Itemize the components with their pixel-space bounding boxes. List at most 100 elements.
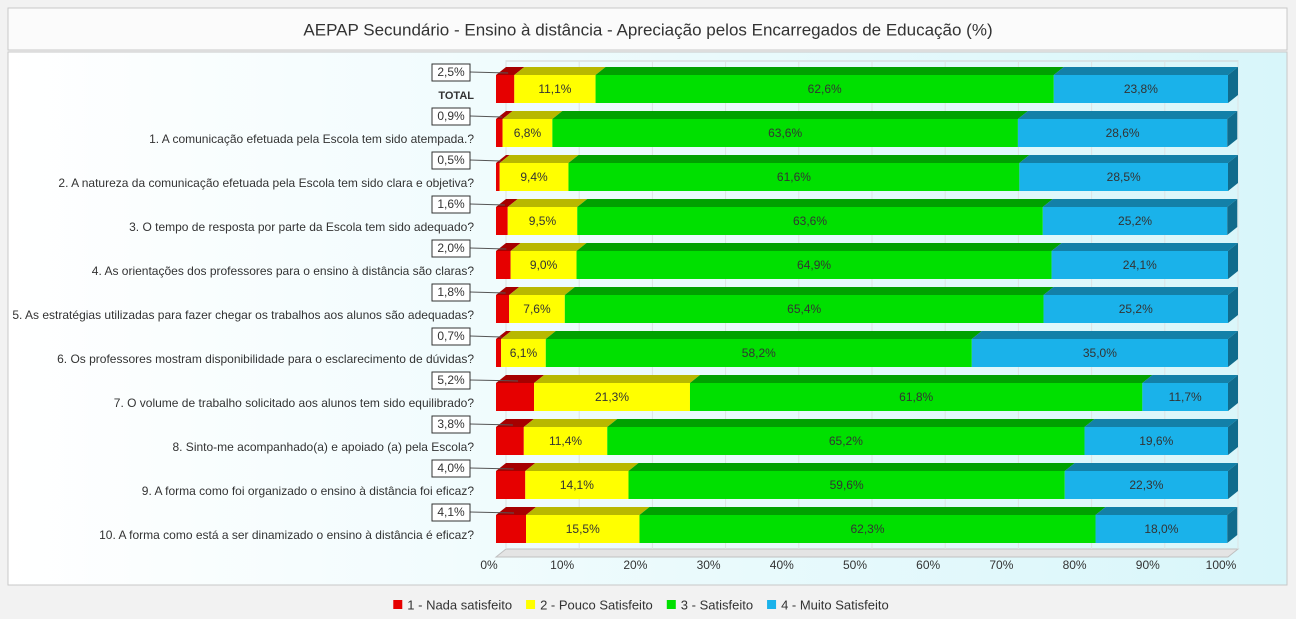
bar bbox=[496, 119, 503, 147]
bar-side bbox=[1228, 155, 1238, 191]
bar-top bbox=[1019, 155, 1238, 163]
legend-swatch bbox=[767, 600, 777, 609]
data-label: 25,2% bbox=[1119, 302, 1153, 316]
bar bbox=[496, 471, 526, 499]
data-label: 9,0% bbox=[530, 258, 558, 272]
bar bbox=[534, 383, 690, 411]
bar bbox=[501, 339, 546, 367]
data-label: 4,0% bbox=[437, 461, 465, 475]
data-label: 11,4% bbox=[549, 434, 582, 448]
data-label: 63,6% bbox=[768, 126, 802, 140]
data-label: 15,5% bbox=[566, 522, 600, 536]
data-label: 2,5% bbox=[437, 65, 465, 79]
bar bbox=[1019, 163, 1228, 191]
data-label: 59,6% bbox=[830, 478, 864, 492]
x-tick-label: 100% bbox=[1206, 558, 1237, 572]
bar-top bbox=[568, 155, 1030, 163]
data-label: 2,0% bbox=[437, 241, 465, 255]
leader-line bbox=[469, 291, 506, 294]
bar-side bbox=[1228, 463, 1238, 499]
data-label: 0,7% bbox=[437, 329, 465, 343]
bar-top bbox=[1051, 243, 1238, 251]
data-label: 7,6% bbox=[523, 302, 551, 316]
bar bbox=[545, 339, 972, 367]
bar-top bbox=[628, 463, 1075, 471]
category-label: 10. A forma como está a ser dinamizado o… bbox=[99, 528, 474, 542]
data-label: 19,6% bbox=[1139, 434, 1173, 448]
title-bar bbox=[7, 7, 1288, 51]
leader-line bbox=[469, 247, 507, 250]
data-label: 64,9% bbox=[797, 258, 831, 272]
bar-top bbox=[526, 507, 650, 515]
data-label: 9,4% bbox=[520, 170, 548, 184]
label-box bbox=[431, 459, 471, 478]
bar-top bbox=[576, 243, 1062, 251]
category-label: 8. Sinto-me acompanhado(a) e apoiado (a)… bbox=[172, 440, 474, 454]
data-label: 22,3% bbox=[1129, 478, 1163, 492]
category-label: 1. A comunicação efetuada pela Escola te… bbox=[149, 132, 474, 146]
bar-top bbox=[502, 111, 563, 119]
x-tick-label: 40% bbox=[770, 558, 794, 572]
bar bbox=[523, 427, 608, 455]
bar bbox=[496, 427, 524, 455]
bar bbox=[1043, 295, 1228, 323]
bar-side bbox=[1228, 287, 1238, 323]
bar-top bbox=[507, 199, 588, 207]
category-label: 7. O volume de trabalho solicitado aos a… bbox=[114, 396, 475, 410]
bar bbox=[499, 163, 569, 191]
bar bbox=[628, 471, 1065, 499]
label-box bbox=[431, 107, 471, 126]
bar bbox=[689, 383, 1143, 411]
bar-top bbox=[577, 199, 1053, 207]
data-label: 0,9% bbox=[437, 109, 465, 123]
data-label: 21,3% bbox=[595, 390, 629, 404]
bar-top bbox=[1095, 507, 1238, 515]
bar-top bbox=[523, 419, 618, 427]
data-label: 24,1% bbox=[1123, 258, 1157, 272]
bar-side bbox=[1228, 331, 1238, 367]
x-tick-label: 70% bbox=[989, 558, 1013, 572]
bar bbox=[496, 339, 502, 367]
x-tick-label: 90% bbox=[1136, 558, 1160, 572]
bar bbox=[496, 383, 535, 411]
data-label: 3,8% bbox=[437, 417, 465, 431]
bar bbox=[1042, 207, 1228, 235]
label-box bbox=[431, 503, 471, 522]
bar bbox=[496, 163, 500, 191]
bar-side bbox=[1228, 67, 1238, 103]
bar-top bbox=[514, 67, 606, 75]
label-box bbox=[431, 195, 471, 214]
x-tick-label: 0% bbox=[480, 558, 498, 572]
data-label: 11,7% bbox=[1169, 390, 1202, 404]
leader-line bbox=[469, 203, 505, 206]
bar bbox=[510, 251, 577, 279]
category-label: 3. O tempo de resposta por parte da Esco… bbox=[129, 220, 474, 234]
leader-line bbox=[469, 511, 515, 514]
bar bbox=[1142, 383, 1228, 411]
data-label: 28,6% bbox=[1106, 126, 1140, 140]
bar-top bbox=[1084, 419, 1238, 427]
bar-top bbox=[1017, 111, 1238, 119]
category-label: 9. A forma como foi organizado o ensino … bbox=[142, 484, 475, 498]
data-label: 35,0% bbox=[1083, 346, 1117, 360]
bar bbox=[496, 515, 527, 543]
chart-title: AEPAP Secundário - Ensino à distância - … bbox=[303, 20, 992, 39]
bar-top bbox=[595, 67, 1064, 75]
bar-top bbox=[639, 507, 1106, 515]
category-label: TOTAL bbox=[438, 90, 474, 102]
bar bbox=[568, 163, 1020, 191]
legend-swatch bbox=[526, 600, 536, 609]
bar bbox=[525, 471, 629, 499]
bar-top bbox=[1042, 199, 1238, 207]
bar bbox=[577, 207, 1043, 235]
leader-line bbox=[469, 423, 513, 426]
bar-top bbox=[564, 287, 1054, 295]
data-label: 1,8% bbox=[437, 285, 465, 299]
data-label: 61,8% bbox=[899, 390, 933, 404]
bar bbox=[507, 207, 578, 235]
data-label: 9,5% bbox=[529, 214, 557, 228]
x-tick-label: 50% bbox=[843, 558, 867, 572]
bar-top bbox=[552, 111, 1028, 119]
bar bbox=[1017, 119, 1228, 147]
leader-line bbox=[469, 159, 501, 162]
